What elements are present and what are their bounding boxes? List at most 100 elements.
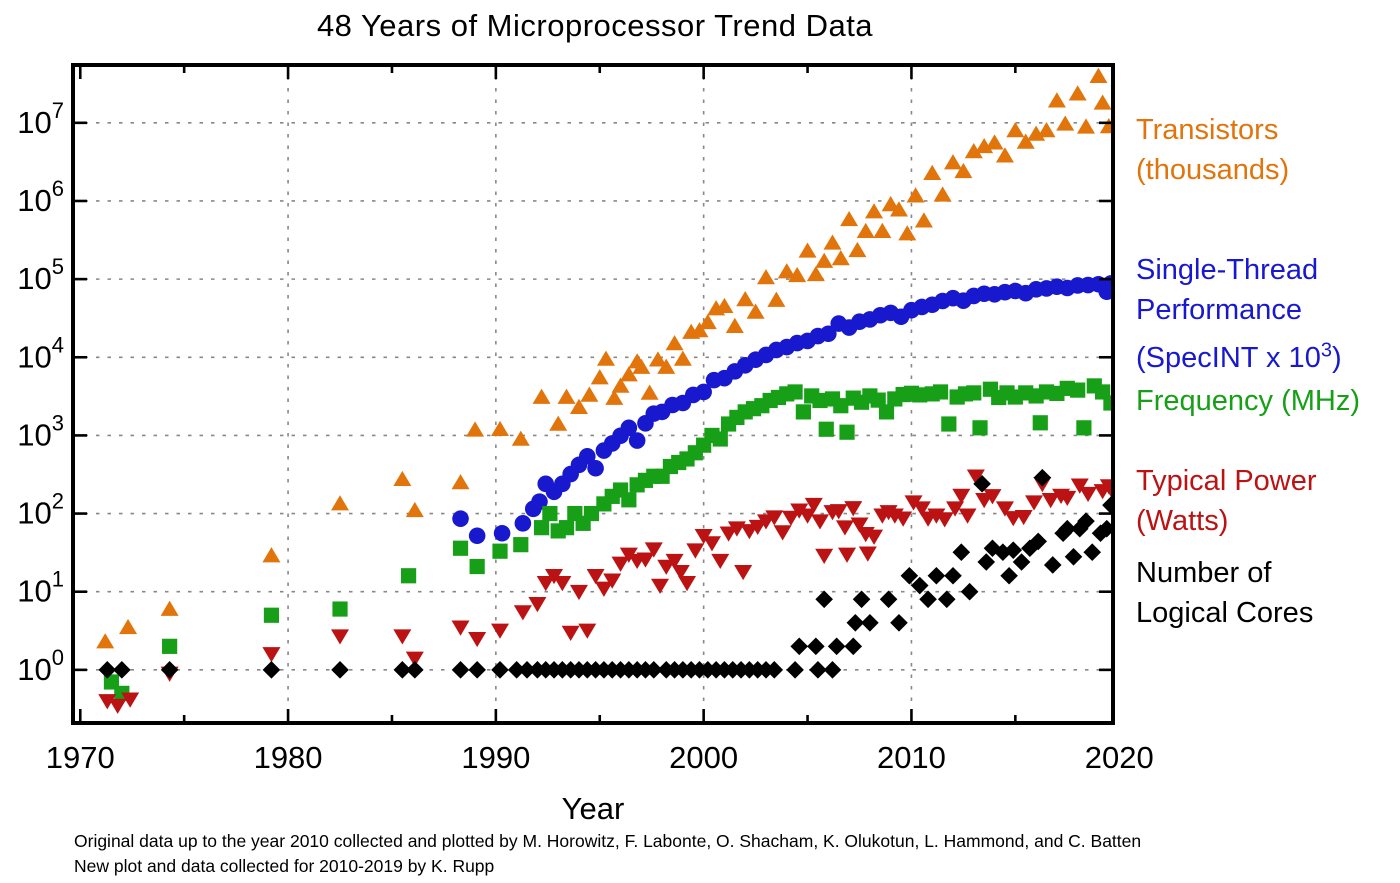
data-point	[818, 421, 834, 437]
data-point	[162, 638, 178, 654]
data-point	[678, 576, 697, 592]
data-point	[711, 553, 730, 570]
data-point	[451, 474, 470, 490]
data-point	[533, 520, 550, 536]
data-point	[1043, 556, 1062, 574]
data-point	[513, 605, 532, 621]
legend-transistors-line2: (thousands)	[1136, 154, 1290, 186]
legend-performance-line3: (SpecINT x 103)	[1136, 339, 1342, 374]
data-point	[1076, 118, 1095, 134]
data-point	[852, 590, 871, 609]
data-point	[569, 398, 588, 414]
data-point	[831, 250, 850, 266]
data-point	[889, 201, 908, 217]
data-point	[840, 210, 859, 227]
data-point	[1097, 519, 1113, 538]
data-point	[469, 558, 485, 575]
data-point	[829, 504, 848, 520]
data-point	[518, 661, 536, 679]
data-point	[468, 661, 486, 679]
data-point	[553, 576, 572, 592]
data-point	[790, 637, 809, 656]
data-point	[263, 607, 280, 623]
data-point	[937, 590, 956, 609]
data-point	[983, 489, 1002, 505]
data-point	[108, 698, 127, 714]
data-point	[636, 552, 655, 568]
data-point	[580, 386, 599, 402]
data-point	[393, 629, 412, 645]
legend-cores-line2: Logical Cores	[1136, 597, 1314, 629]
y-tick-label-1e2: 102	[17, 489, 64, 531]
data-point	[393, 470, 412, 487]
data-point	[514, 515, 532, 532]
data-point	[823, 661, 842, 679]
data-point	[1006, 122, 1025, 138]
data-point	[767, 291, 786, 307]
data-point	[587, 459, 604, 477]
data-point	[835, 520, 854, 536]
data-point	[1058, 519, 1077, 538]
data-point	[262, 647, 281, 663]
legend-power-line1: Typical Power	[1136, 465, 1317, 497]
legend-logical-cores: Number of Logical Cores	[1136, 553, 1313, 633]
data-point	[919, 590, 937, 609]
data-point	[1102, 275, 1113, 292]
data-point	[815, 548, 834, 564]
data-point	[787, 384, 803, 400]
data-point	[673, 350, 692, 366]
data-point	[405, 501, 424, 518]
legend-performance-line2: Performance	[1136, 294, 1303, 326]
data-point	[873, 222, 892, 238]
data-point	[644, 542, 663, 558]
legend-transistors: Transistors (thousands)	[1136, 110, 1289, 190]
data-point	[966, 469, 985, 485]
data-point	[935, 512, 954, 528]
data-point	[605, 389, 624, 405]
data-point	[620, 419, 638, 437]
data-point	[1099, 118, 1113, 134]
data-point	[712, 431, 728, 447]
legend-transistors-line1: Transistors	[1136, 114, 1279, 146]
data-point	[858, 546, 877, 562]
data-point	[736, 291, 755, 307]
data-point	[98, 661, 117, 679]
data-point	[870, 392, 886, 408]
series-square	[103, 378, 1113, 701]
exponent-3: 3	[1320, 339, 1332, 361]
data-point	[773, 525, 792, 541]
series-circle	[452, 275, 1113, 545]
data-point	[619, 547, 638, 563]
data-point	[331, 495, 350, 511]
y-tick-label-1e6: 106	[17, 176, 64, 218]
data-point	[686, 543, 705, 559]
data-point	[765, 661, 784, 679]
data-point	[848, 241, 867, 258]
data-point	[807, 637, 825, 656]
data-point	[492, 543, 508, 559]
data-point	[493, 524, 511, 542]
data-point	[331, 629, 350, 645]
data-point	[894, 511, 913, 527]
data-point	[995, 147, 1014, 163]
data-point	[542, 505, 558, 522]
data-point	[927, 566, 946, 585]
data-point	[1004, 541, 1023, 559]
data-point	[452, 510, 469, 527]
data-point	[786, 661, 804, 679]
data-point	[910, 576, 929, 595]
data-point	[531, 493, 548, 510]
x-tick-label-2010: 2010	[877, 740, 946, 775]
data-point	[1025, 495, 1044, 511]
data-point	[451, 620, 470, 636]
data-point	[944, 566, 962, 585]
legend-performance-line1: Single-Thread	[1136, 254, 1319, 286]
data-point	[1079, 486, 1098, 503]
plot-border	[71, 63, 1115, 725]
data-point	[1000, 566, 1018, 585]
data-point	[586, 568, 605, 585]
data-point	[1077, 512, 1095, 530]
data-point	[1068, 85, 1087, 101]
